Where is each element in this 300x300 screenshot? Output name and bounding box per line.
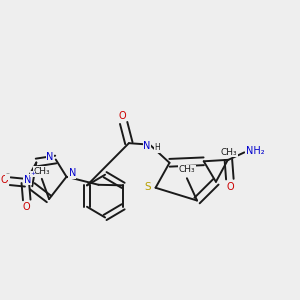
Text: N: N [143,140,151,151]
Text: +: + [30,171,35,176]
Text: CH₃: CH₃ [178,165,195,174]
Text: CH₃: CH₃ [221,148,237,157]
Text: NH₂: NH₂ [246,146,264,156]
Text: N: N [46,152,54,161]
Text: ⁻: ⁻ [6,171,10,180]
Text: N: N [24,175,31,185]
Text: O: O [1,175,8,185]
Text: CH₃: CH₃ [34,167,50,176]
Text: O: O [118,110,126,121]
Text: N: N [69,168,76,178]
Text: O: O [226,182,234,192]
Text: H: H [154,143,160,152]
Text: O: O [23,202,31,212]
Text: S: S [144,182,151,192]
